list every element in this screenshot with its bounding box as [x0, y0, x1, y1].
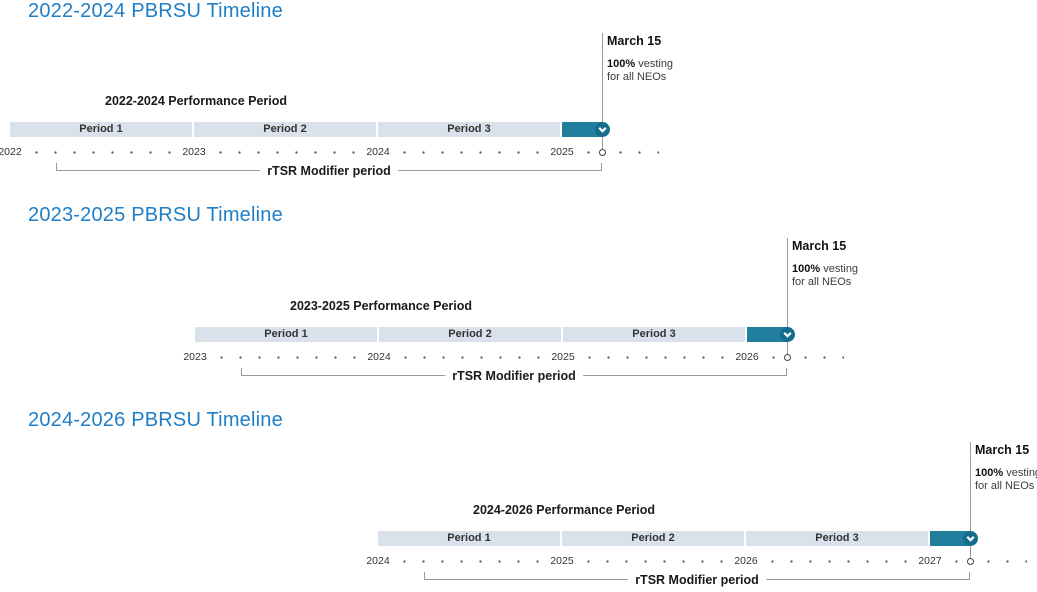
rtsr-modifier-label: rTSR Modifier period [628, 573, 766, 587]
axis-year-label: 2026 [734, 555, 758, 567]
axis-dotted-ticks [763, 560, 913, 563]
axis-dotted-ticks [211, 151, 361, 154]
vesting-date-label: March 15 [792, 239, 847, 253]
period-3-label: Period 3 [632, 328, 676, 340]
vesting-note: 100% vesting for all NEOs [607, 58, 673, 84]
vesting-note-line2: for all NEOs [607, 71, 667, 83]
vesting-date-line [970, 442, 971, 558]
axis-year-label: 2024 [366, 146, 390, 158]
axis-year-label: 2024 [367, 351, 391, 363]
rtsr-modifier-label: rTSR Modifier period [445, 369, 583, 383]
modifier-bracket-right-tick [969, 572, 970, 579]
performance-period-label: 2024-2026 Performance Period [473, 503, 656, 517]
rtsr-modifier-segment [930, 531, 970, 546]
period-2-segment: Period 2 [562, 531, 744, 546]
axis-dotted-ticks [611, 151, 659, 154]
axis-dotted-ticks [396, 356, 546, 359]
vesting-marker [780, 327, 795, 342]
modifier-bracket-right-tick [601, 163, 602, 170]
rtsr-modifier-segment [747, 327, 787, 342]
performance-period-label: 2022-2024 Performance Period [105, 94, 288, 108]
axis-year-label: 2024 [366, 555, 390, 567]
modifier-bracket-left-tick [424, 572, 425, 579]
chevron-down-icon [598, 127, 607, 133]
timeline-bar: Period 1 Period 2 Period 3 [378, 531, 978, 546]
vesting-percent: 100% [792, 263, 821, 275]
period-1-label: Period 1 [79, 123, 123, 135]
axis-year-label: 2022 [0, 146, 22, 158]
axis-dotted-ticks [979, 560, 1027, 563]
vesting-text: vesting [1006, 467, 1037, 479]
axis-dotted-ticks [579, 560, 729, 563]
vesting-date-label: March 15 [607, 34, 662, 48]
timeline-bar: Period 1 Period 2 Period 3 [10, 122, 610, 137]
axis-year-label: 2025 [550, 555, 574, 567]
axis-dotted-ticks [579, 151, 594, 154]
vesting-note-line2: for all NEOs [792, 276, 852, 288]
vesting-marker [595, 122, 610, 137]
period-3-segment: Period 3 [746, 531, 928, 546]
axis-end-circle [599, 149, 606, 156]
vesting-text: vesting [635, 58, 674, 70]
axis-dotted-ticks [212, 356, 362, 359]
timeline-3-title: 2024-2026 PBRSU Timeline [28, 409, 283, 431]
period-2-segment: Period 2 [379, 327, 561, 342]
axis-end-circle [967, 558, 974, 565]
vesting-date-line [602, 33, 603, 149]
period-1-label: Period 1 [447, 532, 491, 544]
axis-year-label: 2025 [551, 351, 575, 363]
axis-dotted-ticks [947, 560, 962, 563]
period-3-segment: Period 3 [378, 122, 560, 137]
timeline-1-title: 2022-2024 PBRSU Timeline [28, 0, 283, 22]
modifier-bracket-left-tick [56, 163, 57, 170]
axis-dotted-ticks [395, 151, 545, 154]
axis-dotted-ticks [27, 151, 177, 154]
period-1-segment: Period 1 [10, 122, 192, 137]
period-2-label: Period 2 [263, 123, 307, 135]
modifier-bracket-right-tick [786, 368, 787, 375]
axis-year-label: 2023 [183, 351, 207, 363]
chevron-down-icon [783, 332, 792, 338]
vesting-note: 100% vesting for all NEOs [792, 263, 858, 289]
period-3-label: Period 3 [815, 532, 859, 544]
period-1-segment: Period 1 [195, 327, 377, 342]
axis-year-label: 2026 [735, 351, 759, 363]
period-1-label: Period 1 [264, 328, 308, 340]
period-3-label: Period 3 [447, 123, 491, 135]
period-3-segment: Period 3 [563, 327, 745, 342]
vesting-note-line2: for all NEOs [975, 480, 1035, 492]
period-2-label: Period 2 [448, 328, 492, 340]
vesting-marker [963, 531, 978, 546]
axis-dotted-ticks [796, 356, 844, 359]
period-1-segment: Period 1 [378, 531, 560, 546]
period-2-segment: Period 2 [194, 122, 376, 137]
period-2-label: Period 2 [631, 532, 675, 544]
axis-year-label: 2023 [182, 146, 206, 158]
rtsr-modifier-segment [562, 122, 602, 137]
timeline-bar: Period 1 Period 2 Period 3 [195, 327, 795, 342]
axis-dotted-ticks [395, 560, 545, 563]
rtsr-modifier-label: rTSR Modifier period [260, 164, 398, 178]
vesting-percent: 100% [975, 467, 1004, 479]
axis-year-label: 2025 [550, 146, 574, 158]
axis-dotted-ticks [580, 356, 730, 359]
vesting-date-label: March 15 [975, 443, 1030, 457]
vesting-text: vesting [820, 263, 859, 275]
modifier-bracket-left-tick [241, 368, 242, 375]
performance-period-label: 2023-2025 Performance Period [290, 299, 473, 313]
timeline-2-title: 2023-2025 PBRSU Timeline [28, 204, 283, 226]
axis-dotted-ticks [764, 356, 779, 359]
axis-year-label: 2027 [918, 555, 942, 567]
chevron-down-icon [966, 536, 975, 542]
vesting-date-line [787, 238, 788, 354]
axis-end-circle [784, 354, 791, 361]
vesting-note: 100% vesting for all NEOs [975, 467, 1037, 493]
vesting-percent: 100% [607, 58, 636, 70]
